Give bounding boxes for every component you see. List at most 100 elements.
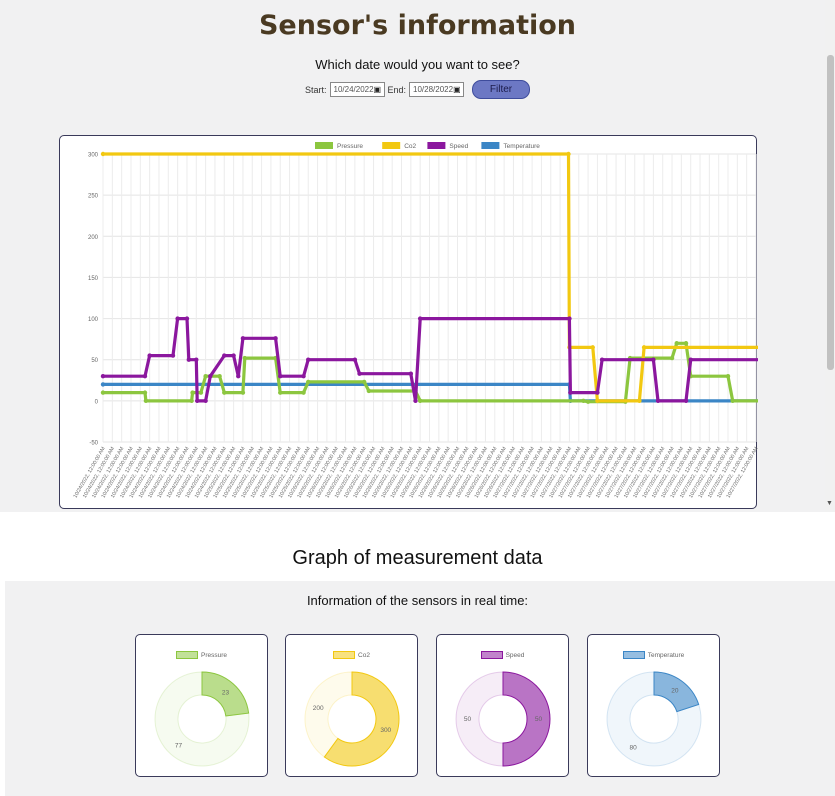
speed-data-point [595,390,600,395]
speed-data-point [203,398,208,404]
donut-remaining-slice [304,671,353,758]
speed-donut-card: Speed 50 50 [436,634,569,777]
scrollbar-thumb[interactable] [827,55,834,370]
donut-legend[interactable]: Co2 [286,651,417,659]
date-filter-bar: Start: 10/24/2022 ▣ End: 10/28/2022 ▣ Fi… [0,80,835,99]
pressure-data-point [190,390,195,395]
pressure-data-point [669,355,675,361]
donut-value-slice [653,671,700,713]
speed-data-point [222,353,227,358]
legend-label: Co2 [404,143,416,150]
speed-data-point [417,316,423,321]
pressure-data-point [100,390,106,395]
legend-swatch [315,142,333,149]
measurement-chart-card: -50 0 50 100 150 200 250 300 10/24/2022, 12:00:0… [59,135,758,510]
pressure-donut-card: Pressure 23 77 [135,634,268,777]
speed-data-point [195,398,200,404]
temperature-donut-card: Temperature 20 80 [587,634,720,777]
start-date-value: 10/24/2022 [333,85,374,94]
speed-data-point [170,353,176,358]
pressure-data-point [198,390,204,395]
donut-legend[interactable]: Speed [437,651,568,659]
scroll-down-arrow-icon[interactable]: ▼ [826,500,833,507]
speed-data-point [208,373,213,379]
speed-data-point [273,336,278,341]
speed-data-point [655,398,661,404]
pressure-data-point [143,398,149,404]
pressure-data-point [306,379,311,385]
pressure-data-point [683,341,689,346]
pressure-data-point [278,390,283,395]
pressure-data-point [240,390,246,395]
speed-data-point [147,353,152,358]
legend-swatch [481,142,500,149]
pressure-data-point [362,379,367,385]
speed-data-point [599,357,605,362]
pressure-data-point [417,398,423,404]
speed-data-point [357,371,362,376]
donut-value-label: 20 [671,687,679,694]
legend-swatch [382,142,401,149]
calendar-icon[interactable]: ▣ [453,85,461,94]
donut-value-label: 300 [380,727,391,734]
pressure-data-point [301,390,306,395]
y-tick-label: 50 [91,358,98,364]
speed-data-point [231,353,236,358]
co2-data-point [100,151,106,157]
pressure-data-point [366,388,372,394]
temperature-data-point [100,382,106,387]
speed-donut-chart[interactable]: 50 50 [437,635,570,778]
start-label: Start: [304,84,327,95]
donut-remaining-slice [606,671,702,767]
donut-value-label: 50 [535,716,543,723]
donut-remaining-label: 50 [464,716,472,723]
pressure-data-point [581,398,586,404]
donut-value-label: 23 [222,689,230,696]
legend-label: Co2 [358,651,370,659]
y-tick-label: 250 [88,194,99,200]
filter-button[interactable]: Filter [472,80,531,99]
realtime-title: Information of the sensors in real time: [306,593,529,608]
start-date-input[interactable]: 10/24/2022 ▣ [329,82,385,97]
y-tick-label: 0 [95,399,99,405]
speed-data-point [184,316,190,321]
graph-heading: Graph of measurement data [292,547,543,569]
pressure-data-point [203,373,208,379]
donut-remaining-label: 77 [175,743,183,750]
co2-donut-chart[interactable]: 300 200 [286,635,419,778]
pressure-data-point [222,390,227,395]
page-title: Sensor's information [258,10,577,41]
date-question: Which date would you want to see? [315,57,520,72]
speed-data-point [688,357,693,362]
speed-data-point [175,316,180,321]
end-date-input[interactable]: 10/28/2022 ▣ [409,82,465,97]
donut-legend[interactable]: Pressure [136,651,267,659]
speed-data-point [278,373,283,379]
pressure-donut-chart[interactable]: 23 77 [136,635,269,778]
donut-remaining-label: 80 [630,745,638,752]
y-tick-label: 300 [88,153,99,159]
co2-series-line [103,152,758,403]
calendar-icon[interactable]: ▣ [373,85,382,94]
y-tick-label: -50 [89,441,98,447]
pressure-data-point [142,390,148,395]
co2-data-point [637,398,642,404]
speed-data-point [236,373,241,379]
speed-data-point [100,373,106,379]
end-label: End: [387,84,407,95]
donut-legend[interactable]: Temperature [588,651,719,659]
pressure-data-point [725,373,731,379]
speed-data-point [301,373,306,379]
legend-swatch [333,651,356,659]
speed-data-point [568,390,573,395]
speed-data-point [186,357,192,362]
co2-data-point [595,398,600,404]
speed-data-point [194,357,199,362]
co2-data-point [590,345,595,350]
donut-remaining-slice [455,671,504,767]
legend-label: Temperature [503,143,540,150]
donut-value-slice [323,671,400,767]
y-tick-label: 150 [88,276,99,282]
